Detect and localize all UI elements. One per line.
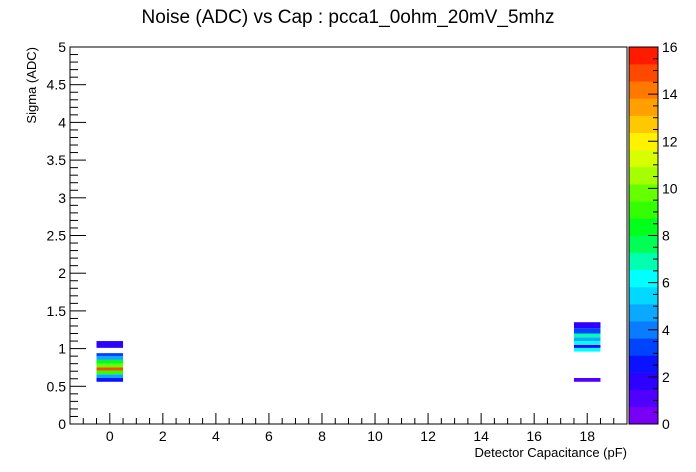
x-tick-label: 4 (212, 428, 220, 444)
x-axis: 0 2 4 6 8 10 12 14 16 18 (69, 413, 628, 444)
y-tick-label: 2 (58, 265, 66, 281)
heatmap-cells (96, 322, 601, 382)
color-scale-tick-label: 10 (662, 180, 678, 196)
color-scale-swatch (629, 235, 658, 253)
color-scale-swatch (629, 355, 658, 373)
y-tick-label: 4 (58, 114, 66, 130)
color-scale-swatch (629, 115, 658, 133)
color-scale-swatch (629, 201, 658, 219)
y-axis-label: Sigma (ADC) (24, 47, 39, 124)
color-scale-swatch (629, 372, 658, 391)
heatmap-cell (573, 333, 601, 338)
color-scale-tick-label: 16 (662, 39, 678, 55)
y-tick-label: 1.5 (47, 303, 67, 319)
color-scale-tick-label: 8 (662, 228, 670, 244)
y-tick-label: 2.5 (47, 228, 67, 244)
color-scale-swatch (629, 47, 658, 65)
color-scale-tick-label: 14 (662, 86, 678, 102)
heatmap-cell (96, 367, 124, 371)
color-scale-tick-label: 2 (662, 369, 670, 385)
color-scale-swatch (629, 98, 658, 116)
y-tick-label: 4.5 (47, 77, 67, 93)
color-scale-swatch (629, 389, 658, 408)
x-axis-label: Detector Capacitance (pF) (475, 445, 627, 460)
color-scale-swatch (629, 286, 658, 305)
color-scale-swatch (629, 321, 658, 339)
color-scale-swatch (629, 406, 658, 425)
color-scale-swatch (629, 338, 658, 356)
x-tick-label: 18 (579, 428, 595, 444)
heatmap-cell (96, 370, 124, 375)
color-scale-swatch (629, 149, 658, 168)
heatmap-cell (573, 344, 601, 348)
heatmap-cell (96, 356, 124, 360)
y-tick-label: 3.5 (47, 152, 67, 168)
x-tick-label: 0 (106, 428, 114, 444)
color-scale-swatch (629, 166, 658, 185)
color-scale: 0 2 4 6 8 10 12 14 16 (628, 39, 678, 432)
heatmap-cell (96, 353, 124, 357)
plot-frame (69, 46, 628, 425)
x-tick-label: 16 (526, 428, 542, 444)
heatmap-cell (573, 337, 601, 342)
x-tick-label: 6 (265, 428, 273, 444)
y-tick-label: 3 (58, 190, 66, 206)
x-tick-label: 12 (420, 428, 436, 444)
heatmap-cell (96, 374, 124, 379)
heatmap-cell (573, 378, 601, 382)
color-scale-swatch (629, 184, 658, 202)
y-tick-label: 1 (58, 341, 66, 357)
color-scale-swatch (629, 269, 658, 288)
color-scale-swatch (629, 64, 658, 82)
color-scale-swatch (629, 132, 658, 151)
x-tick-label: 2 (159, 428, 167, 444)
y-tick-label: 0.5 (47, 378, 67, 394)
heatmap-cell (573, 347, 601, 352)
x-tick-label: 8 (318, 428, 326, 444)
color-scale-tick-label: 4 (662, 322, 670, 338)
color-scale-swatch (629, 252, 658, 271)
y-tick-label: 0 (58, 416, 66, 432)
heatmap-cell (96, 341, 124, 348)
y-tick-label: 5 (58, 39, 66, 55)
chart-title: Noise (ADC) vs Cap : pcca1_0ohm_20mV_5mh… (142, 7, 555, 28)
heatmap-cell (573, 328, 601, 334)
y-axis: 0 0.5 1 1.5 2 2.5 3 3.5 4 4.5 5 (47, 39, 86, 432)
color-scale-tick-label: 6 (662, 275, 670, 291)
color-scale-swatch (629, 81, 658, 99)
x-tick-label: 10 (367, 428, 383, 444)
heatmap-cell (573, 341, 601, 345)
x-tick-label: 14 (473, 428, 489, 444)
heatmap-cell (96, 378, 124, 382)
color-scale-swatch (629, 304, 658, 322)
heatmap-cell (96, 363, 124, 368)
color-scale-tick-label: 0 (662, 416, 670, 432)
color-scale-swatch (629, 218, 658, 236)
heatmap-cell (96, 359, 124, 364)
heatmap-cell (573, 322, 601, 329)
color-scale-tick-label: 12 (662, 133, 678, 149)
